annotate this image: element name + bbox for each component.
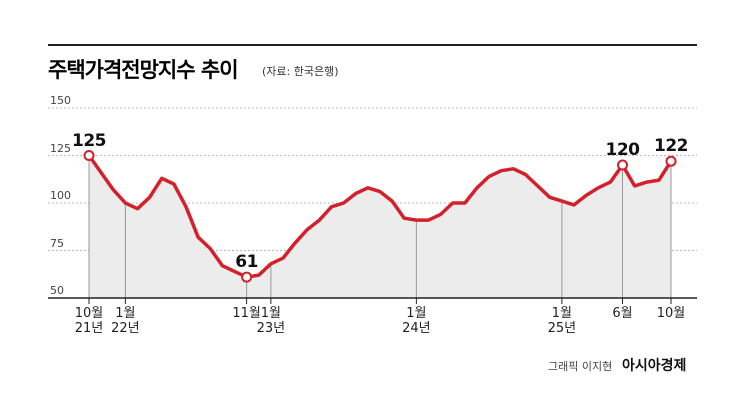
value-label: 122	[654, 136, 689, 157]
y-tick-label: 75	[50, 236, 64, 250]
x-tick-label: 1월 23년	[256, 306, 286, 336]
chart-title: 주택가격전망지수 추이	[48, 58, 239, 82]
point-marker	[241, 271, 253, 283]
value-label: 120	[605, 140, 641, 160]
line	[87, 154, 673, 279]
credit: 그래픽 이지현	[548, 360, 613, 373]
point-marker	[83, 150, 95, 161]
y-tick-label: 125	[50, 141, 71, 155]
x-tick-label: 1월 24년	[402, 306, 431, 336]
point-marker	[617, 159, 628, 171]
x-tick-label: 10월 21년	[74, 306, 104, 336]
x-tick-label: 11월	[232, 306, 261, 321]
brand: 아시아경제	[622, 358, 687, 374]
value-label: 125	[72, 130, 107, 151]
area	[89, 155, 671, 298]
chart-subtitle: (자료: 한국은행)	[262, 65, 339, 78]
x-tick-label: 6월	[612, 306, 633, 321]
y-tick-label: 50	[50, 284, 64, 297]
x-tick-label: 1월 22년	[111, 306, 140, 336]
x-tick-label: 1월 25년	[547, 306, 577, 336]
value-label: 61	[235, 252, 258, 273]
x-tick-label: 10월	[656, 306, 686, 321]
y-tick-label: 100	[50, 189, 71, 202]
y-tick-label: 150	[50, 94, 71, 107]
point-marker	[665, 155, 677, 167]
